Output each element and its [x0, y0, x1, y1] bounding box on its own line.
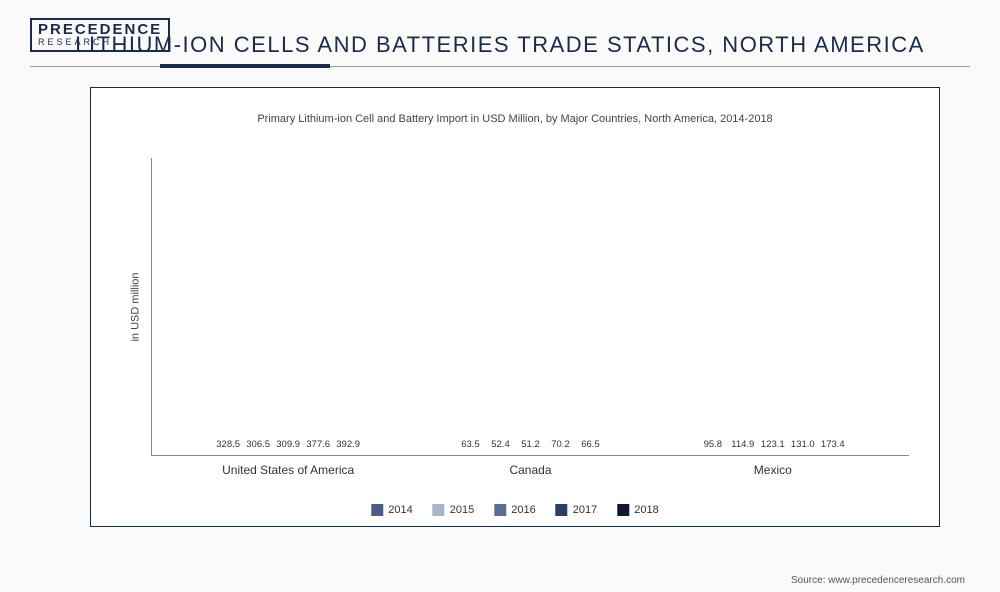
bar-value-label: 66.5 — [581, 439, 600, 450]
legend-item: 2017 — [556, 504, 597, 516]
bar-value-label: 306.5 — [246, 439, 270, 450]
bar-value-label: 131.0 — [791, 439, 815, 450]
bar-value-label: 95.8 — [704, 439, 723, 450]
logo-text-top: PRECEDENCE — [38, 22, 162, 37]
legend-swatch — [494, 504, 506, 516]
source-text: Source: www.precedenceresearch.com — [791, 575, 965, 586]
logo-box: PRECEDENCE RESEARCH — [30, 18, 170, 52]
legend-label: 2014 — [388, 504, 412, 516]
bar-value-label: 309.9 — [276, 439, 300, 450]
bar-value-label: 173.4 — [821, 439, 845, 450]
plot-area: 328.5306.5309.9377.6392.9United States o… — [151, 158, 909, 456]
bar-value-label: 51.2 — [521, 439, 540, 450]
bar-value-label: 328.5 — [216, 439, 240, 450]
bar-value-label: 70.2 — [551, 439, 570, 450]
y-axis-label: in USD million — [130, 272, 142, 341]
category-label: United States of America — [222, 463, 354, 477]
chart-title: LITHIUM-ION CELLS AND BATTERIES TRADE ST… — [30, 12, 970, 58]
logo-text-bottom: RESEARCH — [38, 37, 162, 48]
category-label: Canada — [509, 463, 551, 477]
legend-swatch — [433, 504, 445, 516]
bar-value-label: 123.1 — [761, 439, 785, 450]
chart-container: PRECEDENCE RESEARCH LITHIUM-ION CELLS AN… — [0, 0, 1000, 592]
bar-value-label: 63.5 — [461, 439, 480, 450]
legend: 2014 2015 2016 2017 2018 — [371, 504, 658, 516]
legend-label: 2018 — [634, 504, 658, 516]
title-underline — [30, 66, 970, 67]
bar-value-label: 52.4 — [491, 439, 510, 450]
chart-subtitle: Primary Lithium-ion Cell and Battery Imp… — [91, 88, 939, 135]
bar-value-label: 114.9 — [731, 439, 754, 450]
chart-area: Primary Lithium-ion Cell and Battery Imp… — [90, 87, 940, 527]
bar-value-label: 392.9 — [336, 439, 360, 450]
legend-label: 2016 — [511, 504, 535, 516]
legend-label: 2017 — [573, 504, 597, 516]
logo: PRECEDENCE RESEARCH — [30, 18, 170, 52]
legend-item: 2014 — [371, 504, 412, 516]
category-label: Mexico — [754, 463, 792, 477]
legend-swatch — [617, 504, 629, 516]
legend-item: 2016 — [494, 504, 535, 516]
legend-swatch — [556, 504, 568, 516]
bar-value-label: 377.6 — [306, 439, 330, 450]
legend-item: 2018 — [617, 504, 658, 516]
legend-item: 2015 — [433, 504, 474, 516]
legend-label: 2015 — [450, 504, 474, 516]
legend-swatch — [371, 504, 383, 516]
bar-groups: 328.5306.5309.9377.6392.9United States o… — [152, 158, 909, 455]
